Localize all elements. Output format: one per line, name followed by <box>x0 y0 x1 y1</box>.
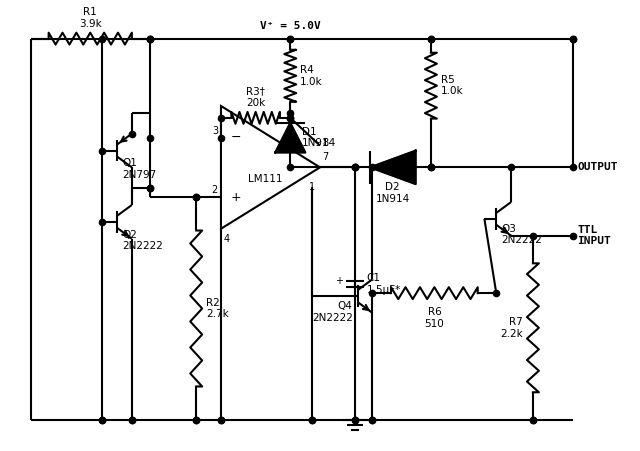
Text: 2: 2 <box>212 185 218 195</box>
Text: +: + <box>231 191 241 203</box>
Text: −: − <box>231 131 241 144</box>
Text: D1
1N914: D1 1N914 <box>302 127 337 148</box>
Text: Q4
2N2222: Q4 2N2222 <box>312 301 353 322</box>
Text: D2
1N914: D2 1N914 <box>376 182 410 204</box>
Text: Q3
2N2222: Q3 2N2222 <box>501 224 542 245</box>
Text: TTL
INPUT: TTL INPUT <box>577 225 611 247</box>
Text: R5
1.0k: R5 1.0k <box>441 75 463 97</box>
Text: OUTPUT: OUTPUT <box>577 162 618 172</box>
Text: Q1
2N797: Q1 2N797 <box>122 158 156 180</box>
Text: R3†
20k: R3† 20k <box>246 86 265 108</box>
Text: +: + <box>335 276 343 286</box>
Text: Q2
2N2222: Q2 2N2222 <box>122 230 163 251</box>
Text: 8: 8 <box>322 138 328 147</box>
Text: 7: 7 <box>322 152 328 162</box>
Text: R1
3.9k: R1 3.9k <box>79 7 102 29</box>
Text: R7
2.2k: R7 2.2k <box>500 317 523 339</box>
Polygon shape <box>275 123 305 152</box>
Polygon shape <box>370 151 415 184</box>
Text: LM111: LM111 <box>248 174 283 184</box>
Text: R6
510: R6 510 <box>424 307 444 329</box>
Text: 4: 4 <box>224 234 230 244</box>
Text: V⁺ = 5.0V: V⁺ = 5.0V <box>260 21 321 31</box>
Text: 1: 1 <box>309 182 315 192</box>
Text: 3: 3 <box>212 126 218 136</box>
Text: C1
1.5μF*: C1 1.5μF* <box>367 273 401 295</box>
Text: R4
1.0k: R4 1.0k <box>300 65 323 87</box>
Text: R2
2.7k: R2 2.7k <box>206 298 229 319</box>
